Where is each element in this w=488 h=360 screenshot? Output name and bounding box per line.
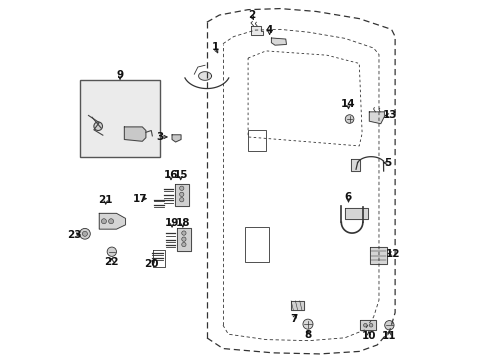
- Circle shape: [94, 122, 102, 131]
- Circle shape: [384, 320, 393, 330]
- Text: 1: 1: [211, 42, 218, 52]
- Circle shape: [82, 231, 87, 236]
- Polygon shape: [250, 26, 263, 35]
- Circle shape: [182, 242, 185, 247]
- Text: 13: 13: [382, 111, 396, 121]
- Polygon shape: [351, 159, 360, 171]
- Polygon shape: [99, 213, 125, 229]
- Polygon shape: [369, 247, 386, 264]
- Polygon shape: [177, 228, 190, 251]
- Circle shape: [182, 231, 185, 235]
- Text: 17: 17: [133, 194, 147, 204]
- Polygon shape: [124, 127, 145, 141]
- Circle shape: [182, 237, 185, 241]
- Text: 15: 15: [173, 170, 187, 180]
- Circle shape: [80, 228, 90, 239]
- Bar: [80, 80, 160, 157]
- Text: 21: 21: [98, 195, 113, 205]
- Polygon shape: [290, 301, 304, 310]
- Polygon shape: [172, 135, 181, 142]
- Text: 2: 2: [247, 10, 254, 20]
- Text: 4: 4: [265, 26, 273, 35]
- Circle shape: [363, 323, 366, 327]
- Polygon shape: [368, 112, 384, 124]
- Text: 12: 12: [386, 248, 400, 258]
- Circle shape: [179, 186, 183, 190]
- Circle shape: [107, 247, 116, 256]
- Text: 19: 19: [164, 218, 179, 228]
- Text: 18: 18: [175, 218, 190, 228]
- Polygon shape: [198, 72, 211, 80]
- Text: 5: 5: [384, 158, 391, 168]
- Circle shape: [179, 192, 183, 197]
- Circle shape: [345, 115, 353, 123]
- Text: 10: 10: [361, 331, 375, 341]
- Text: 11: 11: [381, 331, 396, 341]
- Circle shape: [179, 198, 183, 202]
- Text: 6: 6: [344, 192, 351, 202]
- Circle shape: [101, 219, 106, 224]
- Polygon shape: [344, 208, 367, 219]
- Bar: [244, 226, 268, 262]
- Circle shape: [303, 319, 312, 329]
- Polygon shape: [360, 320, 375, 329]
- Text: 20: 20: [144, 259, 158, 269]
- Bar: [247, 130, 265, 151]
- Circle shape: [368, 323, 372, 327]
- Text: 9: 9: [116, 70, 123, 80]
- Text: 16: 16: [163, 170, 178, 180]
- Polygon shape: [175, 184, 188, 206]
- Text: 3: 3: [156, 132, 163, 142]
- Text: 7: 7: [290, 314, 297, 324]
- Circle shape: [108, 219, 113, 224]
- Text: 22: 22: [104, 257, 119, 267]
- Polygon shape: [271, 38, 286, 45]
- Text: 8: 8: [304, 330, 311, 340]
- Text: 14: 14: [341, 99, 355, 109]
- Text: 23: 23: [67, 230, 81, 239]
